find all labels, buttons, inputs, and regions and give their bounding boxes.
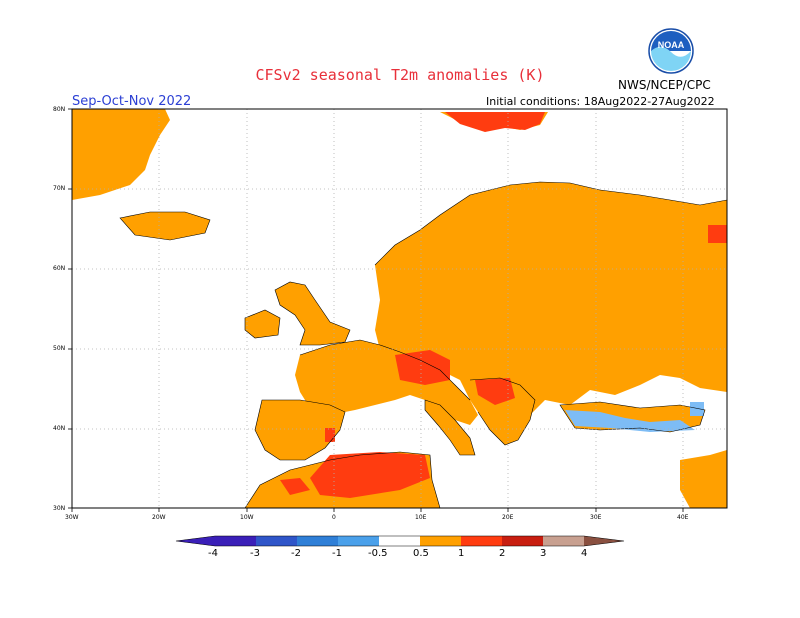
lat-label: 60N xyxy=(53,265,66,272)
lon-label: 0 xyxy=(332,514,336,521)
lat-label: 80N xyxy=(53,106,66,113)
cool-patches xyxy=(565,402,704,432)
colorbar-swatch-3 xyxy=(297,536,338,546)
italy xyxy=(425,400,475,455)
colorbar-tick: -1 xyxy=(332,548,342,559)
colorbar-swatch-9 xyxy=(543,536,584,546)
colorbar-swatch-4 xyxy=(338,536,379,546)
initial-conditions: Initial conditions: 18Aug2022-27Aug2022 xyxy=(486,95,715,108)
ticks xyxy=(68,108,684,512)
iceland xyxy=(120,212,210,240)
greenland xyxy=(72,109,170,200)
colorbar-swatch-5 xyxy=(379,536,420,546)
scandinavia-russia xyxy=(375,182,727,420)
colorbar-low-arrow xyxy=(176,536,215,546)
colorbar-tick: 1 xyxy=(458,548,465,559)
noaa-logo: NOAA xyxy=(648,28,694,74)
colorbar-tick: 2 xyxy=(499,548,506,559)
chart-title: CFSv2 seasonal T2m anomalies (K) xyxy=(255,66,545,84)
lat-label: 40N xyxy=(53,425,66,432)
lon-label: 10E xyxy=(415,514,427,521)
colorbar-tick: 4 xyxy=(581,548,588,559)
colorbar-tick: 3 xyxy=(540,548,547,559)
lon-label: 40E xyxy=(677,514,689,521)
coastlines xyxy=(119,181,728,509)
strong-warm-patches xyxy=(280,112,727,498)
colorbar-swatch-2 xyxy=(256,536,297,546)
lon-label: 30E xyxy=(590,514,602,521)
map-frame xyxy=(71,108,728,509)
colorbar-swatch-7 xyxy=(461,536,502,546)
lon-label: 20W xyxy=(152,514,166,521)
agency-label: NWS/NCEP/CPC xyxy=(618,78,711,92)
colorbar-tick: -2 xyxy=(291,548,301,559)
britain xyxy=(275,282,350,345)
colorbar-swatch-8 xyxy=(502,536,543,546)
colorbar-tick: 0.5 xyxy=(413,548,429,559)
season-label: Sep-Oct-Nov 2022 xyxy=(72,94,192,109)
colorbar-high-arrow xyxy=(584,536,624,546)
colorbar xyxy=(175,535,625,547)
ireland xyxy=(245,310,280,338)
lon-label: 20E xyxy=(502,514,514,521)
lat-label: 30N xyxy=(53,505,66,512)
lat-label: 50N xyxy=(53,345,66,352)
colorbar-tick: -4 xyxy=(208,548,218,559)
logo-text: NOAA xyxy=(658,40,685,50)
graticule xyxy=(72,109,727,508)
colorbar-swatch-1 xyxy=(215,536,256,546)
middle-east xyxy=(680,450,727,508)
iberia xyxy=(255,400,345,460)
lat-label: 70N xyxy=(53,185,66,192)
lon-label: 30W xyxy=(65,514,79,521)
lon-label: 10W xyxy=(240,514,254,521)
colorbar-tick: -3 xyxy=(250,548,260,559)
colorbar-swatch-6 xyxy=(420,536,461,546)
colorbar-tick: -0.5 xyxy=(368,548,388,559)
